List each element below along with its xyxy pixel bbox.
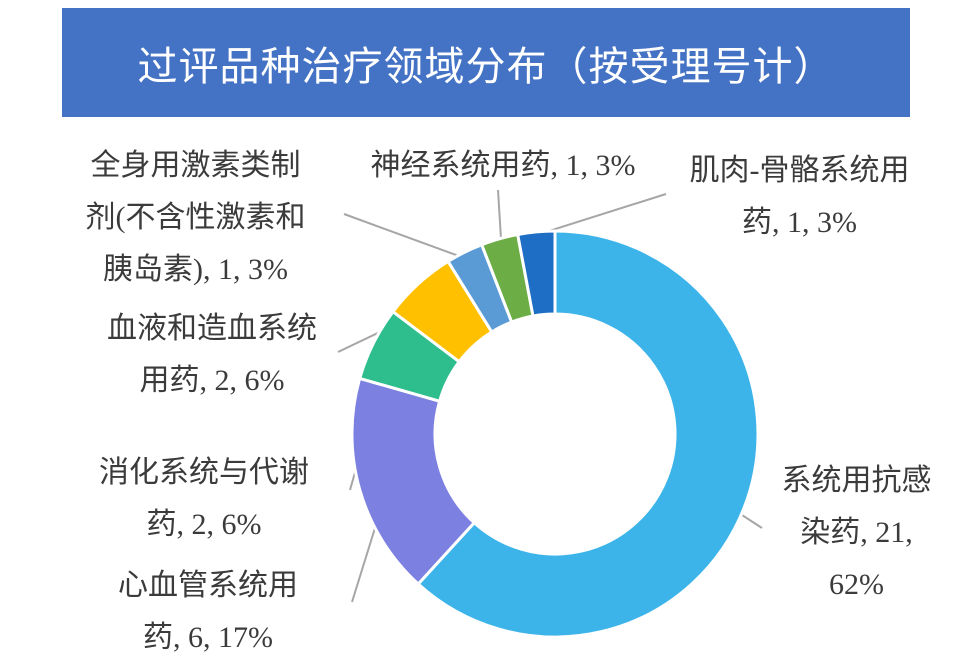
callout-anti-infective-label: 系统用抗感 染药, 21, 62% (781, 464, 932, 601)
leader-line-5 (497, 189, 503, 246)
callout-systemic-hormone-label: 全身用激素类制 剂(不含性激素和 胰岛素), 1, 3% (85, 149, 306, 286)
callout-cardiovascular-label: 心血管系统用 药, 6, 17% (118, 569, 298, 654)
callout-digestive-metabolism-label: 消化系统与代谢 药, 2, 6% (99, 456, 309, 541)
callout-blood-hematopoietic-label: 血液和造血系统 用药, 2, 6% (107, 312, 317, 397)
callout-nervous-system-label: 神经系统用药, 1, 3% (370, 149, 636, 182)
chart-title-banner: 过评品种治疗领域分布（按受理号计） (62, 8, 910, 117)
pie-slice-6 (516, 229, 557, 318)
leader-line-4 (343, 213, 469, 261)
donut-slices (350, 229, 760, 639)
pie-slice-0 (416, 229, 760, 639)
chart-title: 过评品种治疗领域分布（按受理号计） (137, 43, 835, 89)
leader-line-6 (536, 193, 667, 236)
callout-musculoskeletal-label: 肌肉-骨骼系统用 药, 1, 3% (689, 154, 910, 239)
